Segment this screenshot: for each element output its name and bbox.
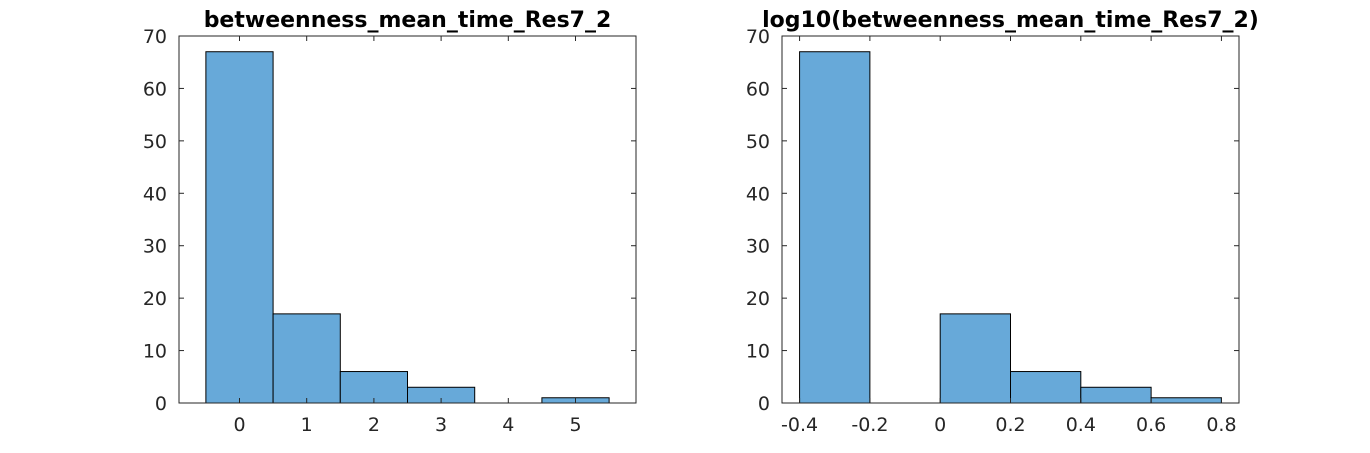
x-tick-label: 0 <box>233 414 245 436</box>
chart-title: log10(betweenness_mean_time_Res7_2) <box>762 8 1259 33</box>
histogram-bar <box>1080 386 1152 404</box>
y-tick-label: 20 <box>143 288 167 310</box>
histogram-bar <box>205 51 274 404</box>
y-tick-label: 30 <box>143 236 167 258</box>
histogram-linear: 0 10 20 30 40 50 60 70 0 1 2 3 4 5 betweenness_mean_ti… <box>143 8 637 436</box>
axes-box <box>178 35 637 404</box>
x-tick-label: 4 <box>502 414 514 436</box>
x-tick-label: 0.8 <box>1206 414 1236 436</box>
histogram-bar <box>1150 397 1222 404</box>
x-tick-label: 1 <box>301 414 313 436</box>
y-tick-label: 40 <box>143 183 167 205</box>
y-tick-label: 70 <box>143 26 167 48</box>
x-tick-label: 0 <box>934 414 946 436</box>
x-tick-label: 2 <box>368 414 380 436</box>
y-tick-label: 10 <box>143 341 167 363</box>
y-tick-label: 0 <box>758 393 770 415</box>
histogram-bar <box>339 371 409 404</box>
x-tick-label: 5 <box>569 414 581 436</box>
y-tick-label: 60 <box>746 78 770 100</box>
x-tick-label: -0.2 <box>851 414 888 436</box>
y-tick-label: 10 <box>746 341 770 363</box>
histogram-bar <box>1010 371 1082 404</box>
x-tick-label: 0.4 <box>1066 414 1096 436</box>
y-tick-label: 50 <box>746 131 770 153</box>
x-tick-label: 0.6 <box>1136 414 1166 436</box>
y-tick-label: 20 <box>746 288 770 310</box>
histogram-log10: 0 10 20 30 40 50 60 70 -0.4 -0.2 0 0.2 0.4 0.6 0.8 log1… <box>746 8 1259 436</box>
x-tick-label: -0.4 <box>781 414 818 436</box>
chart-title: betweenness_mean_time_Res7_2 <box>204 8 612 33</box>
histogram-bar <box>939 313 1012 404</box>
y-tick-label: 40 <box>746 183 770 205</box>
histogram-bar <box>799 51 871 404</box>
y-tick-label: 60 <box>143 78 167 100</box>
x-tick-label: 0.2 <box>995 414 1025 436</box>
y-tick-label: 50 <box>143 131 167 153</box>
x-tick-label: 3 <box>435 414 447 436</box>
y-tick-label: 0 <box>155 393 167 415</box>
y-tick-label: 30 <box>746 236 770 258</box>
y-tick-label: 70 <box>746 26 770 48</box>
histogram-bar <box>272 313 341 404</box>
